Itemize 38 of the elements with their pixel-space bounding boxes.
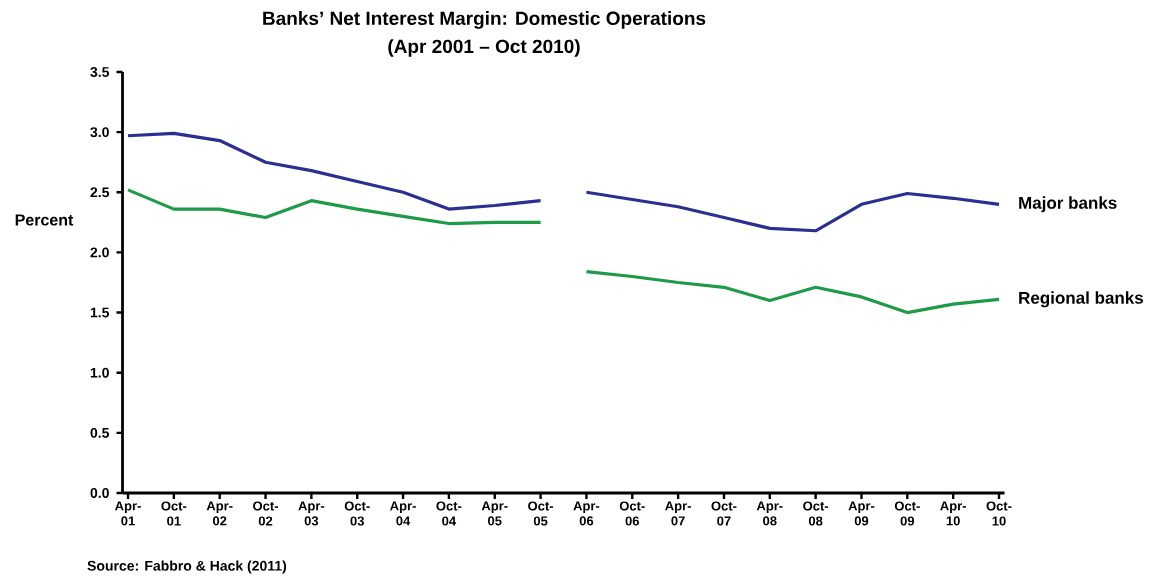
x-tick-label: Oct-01 bbox=[161, 501, 187, 526]
y-tick-label: 1.5 bbox=[90, 307, 110, 318]
x-tick-label: Apr-04 bbox=[390, 501, 416, 526]
y-tick-label: 3.0 bbox=[90, 127, 109, 138]
y-tick-label: 1.0 bbox=[90, 367, 109, 378]
y-tick-label: 2.0 bbox=[90, 247, 109, 258]
x-tick-label: Apr-10 bbox=[940, 501, 966, 526]
x-tick-label: Oct-10 bbox=[986, 501, 1012, 526]
y-axis-title: Percent bbox=[15, 214, 74, 226]
x-tick-label: Oct-07 bbox=[711, 501, 737, 526]
source-note: Source: Fabbro & Hack (2011) bbox=[87, 560, 287, 574]
x-tick-label: Oct-05 bbox=[528, 501, 554, 526]
x-tick-label: Apr-02 bbox=[206, 501, 233, 526]
x-tick-label: Apr-08 bbox=[756, 501, 783, 526]
y-tick-label: 2.5 bbox=[90, 187, 110, 198]
x-tick-label: Apr-09 bbox=[848, 501, 875, 526]
y-tick-label: 0.0 bbox=[90, 488, 109, 498]
y-tick-label: 0.5 bbox=[90, 427, 110, 438]
chart-subtitle: (Apr 2001 – Oct 2010) bbox=[388, 39, 580, 57]
x-tick-label: Oct-02 bbox=[253, 501, 278, 526]
x-tick-label: Oct-04 bbox=[436, 501, 462, 526]
x-tick-label: Oct-03 bbox=[344, 501, 370, 526]
y-tick-label: 3.5 bbox=[90, 67, 110, 77]
series-label: Regional banks bbox=[1019, 291, 1143, 308]
line-series bbox=[126, 131, 543, 211]
x-tick-label: Apr-03 bbox=[298, 501, 325, 526]
line-series bbox=[584, 270, 1001, 315]
line-series bbox=[126, 188, 543, 226]
series-label: Major banks bbox=[1019, 196, 1117, 213]
x-tick-label: Apr-06 bbox=[573, 501, 600, 526]
x-tick-label: Oct-06 bbox=[619, 501, 645, 526]
x-tick-label: Apr-07 bbox=[665, 501, 691, 526]
x-tick-label: Apr-05 bbox=[481, 501, 508, 526]
chart-title: Banks’ Net Interest Margin: Domestic Operations bbox=[263, 11, 706, 29]
x-tick-label: Oct-09 bbox=[894, 501, 920, 526]
x-tick-label: Oct-08 bbox=[803, 501, 829, 526]
x-tick-label: Apr-01 bbox=[114, 501, 141, 526]
line-series bbox=[584, 190, 1001, 233]
